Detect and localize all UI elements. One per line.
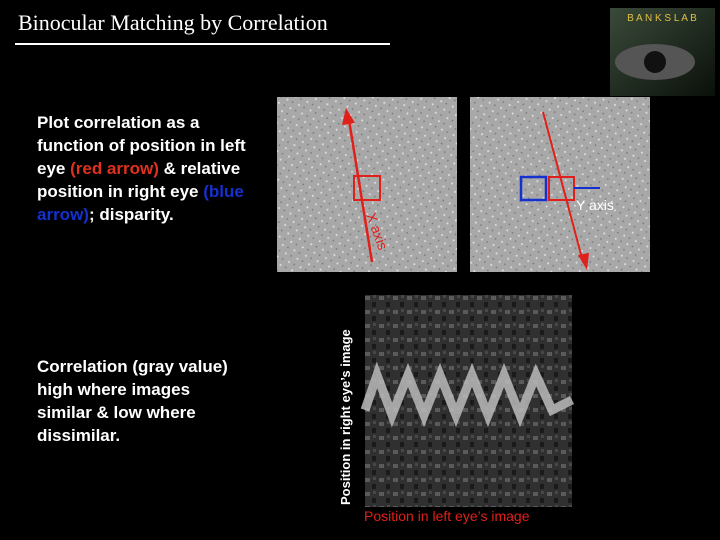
- text: Plot correlation as a function of positi…: [37, 113, 246, 178]
- bullet: Plot correlation as a function of positi…: [37, 111, 267, 226]
- vertical-axis-label: Position in right eye’s image: [338, 329, 353, 505]
- text: (blue arrow): [37, 182, 244, 224]
- red-line: [542, 111, 584, 263]
- bullet: Correlation (gray value) high where imag…: [37, 355, 237, 447]
- blue-window: [519, 175, 548, 202]
- logo-pupil: [644, 51, 666, 73]
- red-window: [353, 175, 381, 201]
- red-arrowhead: [578, 253, 589, 270]
- text: ; disparity.: [88, 205, 174, 224]
- slide-title: Binocular Matching by Correlation: [18, 10, 328, 35]
- text: & relative position in right eye: [37, 159, 241, 201]
- y-axis-label: Y axis: [576, 197, 614, 213]
- correlation-ridge: [360, 361, 575, 428]
- red-arrow: [347, 119, 374, 263]
- title-rule: [15, 43, 390, 45]
- left-eye-image: [277, 97, 457, 272]
- logo-text: B A N K S L A B: [627, 13, 697, 24]
- text: Correlation (gray value) high where imag…: [37, 357, 228, 445]
- horizontal-axis-label: Position in left eye’s image: [364, 508, 530, 524]
- text: (red arrow): [70, 159, 159, 178]
- red-arrowhead: [342, 108, 355, 125]
- right-eye-image: [470, 97, 650, 272]
